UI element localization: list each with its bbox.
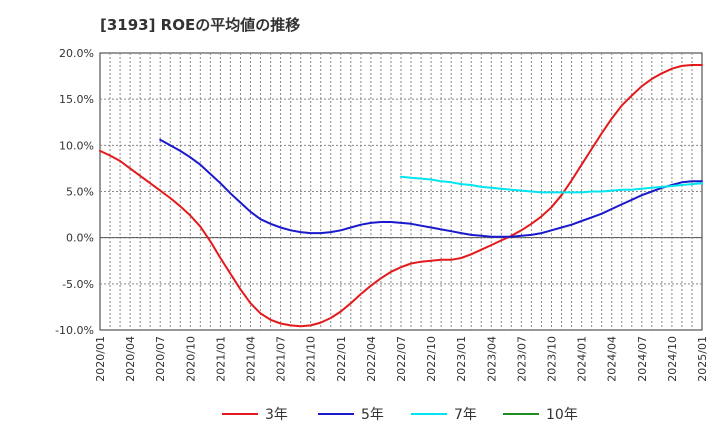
series-layer xyxy=(99,64,703,328)
x-tick-label: 2020/10 xyxy=(184,336,197,382)
x-tick-label: 2024/10 xyxy=(666,336,679,382)
x-tick-label: 2023/01 xyxy=(455,336,468,382)
x-tick-label: 2025/01 xyxy=(696,336,709,382)
series-line-3年 xyxy=(99,64,703,328)
y-tick-label: -10.0% xyxy=(55,324,94,337)
y-tick-label: 0.0% xyxy=(66,232,94,245)
legend-label-10年: 10年 xyxy=(546,407,578,423)
legend-label-5年: 5年 xyxy=(361,407,384,423)
x-tick-label: 2022/04 xyxy=(365,336,378,382)
x-tick-label: 2022/07 xyxy=(395,336,408,382)
x-tick-label: 2020/07 xyxy=(154,336,167,382)
y-tick-label: 15.0% xyxy=(59,93,94,106)
x-tick-label: 2021/10 xyxy=(305,336,318,382)
x-tick-label: 2022/10 xyxy=(425,336,438,382)
x-tick-label: 2024/04 xyxy=(606,336,619,382)
x-tick-label: 2023/07 xyxy=(515,336,528,382)
legend: 3年 5年 7年 10年 xyxy=(222,407,578,423)
legend-label-3年: 3年 xyxy=(265,407,288,423)
x-tick-label: 2024/01 xyxy=(576,336,589,382)
x-tick-label: 2020/01 xyxy=(94,336,107,382)
series-line-7年 xyxy=(400,175,703,194)
x-tick-label: 2022/01 xyxy=(335,336,348,382)
x-tick-label: 2021/07 xyxy=(275,336,288,382)
y-tick-label: 20.0% xyxy=(59,47,94,60)
y-tick-label: -5.0% xyxy=(62,278,94,291)
y-tick-label: 5.0% xyxy=(66,186,94,199)
x-tick-label: 2021/04 xyxy=(245,336,258,382)
series-line-5年 xyxy=(159,138,703,238)
tick-layer: -10.0% -5.0% 0.0% 5.0% 10.0% 15.0% 20.0% 2020/0… xyxy=(55,47,709,382)
chart-title: [3193] ROEの平均値の推移 xyxy=(100,16,301,34)
x-tick-label: 2023/04 xyxy=(485,336,498,382)
x-tick-label: 2021/01 xyxy=(214,336,227,382)
y-tick-label: 10.0% xyxy=(59,139,94,152)
x-tick-label: 2023/10 xyxy=(546,336,559,382)
x-tick-label: 2020/04 xyxy=(124,336,137,382)
legend-label-7年: 7年 xyxy=(454,407,477,423)
x-tick-label: 2024/07 xyxy=(636,336,649,382)
